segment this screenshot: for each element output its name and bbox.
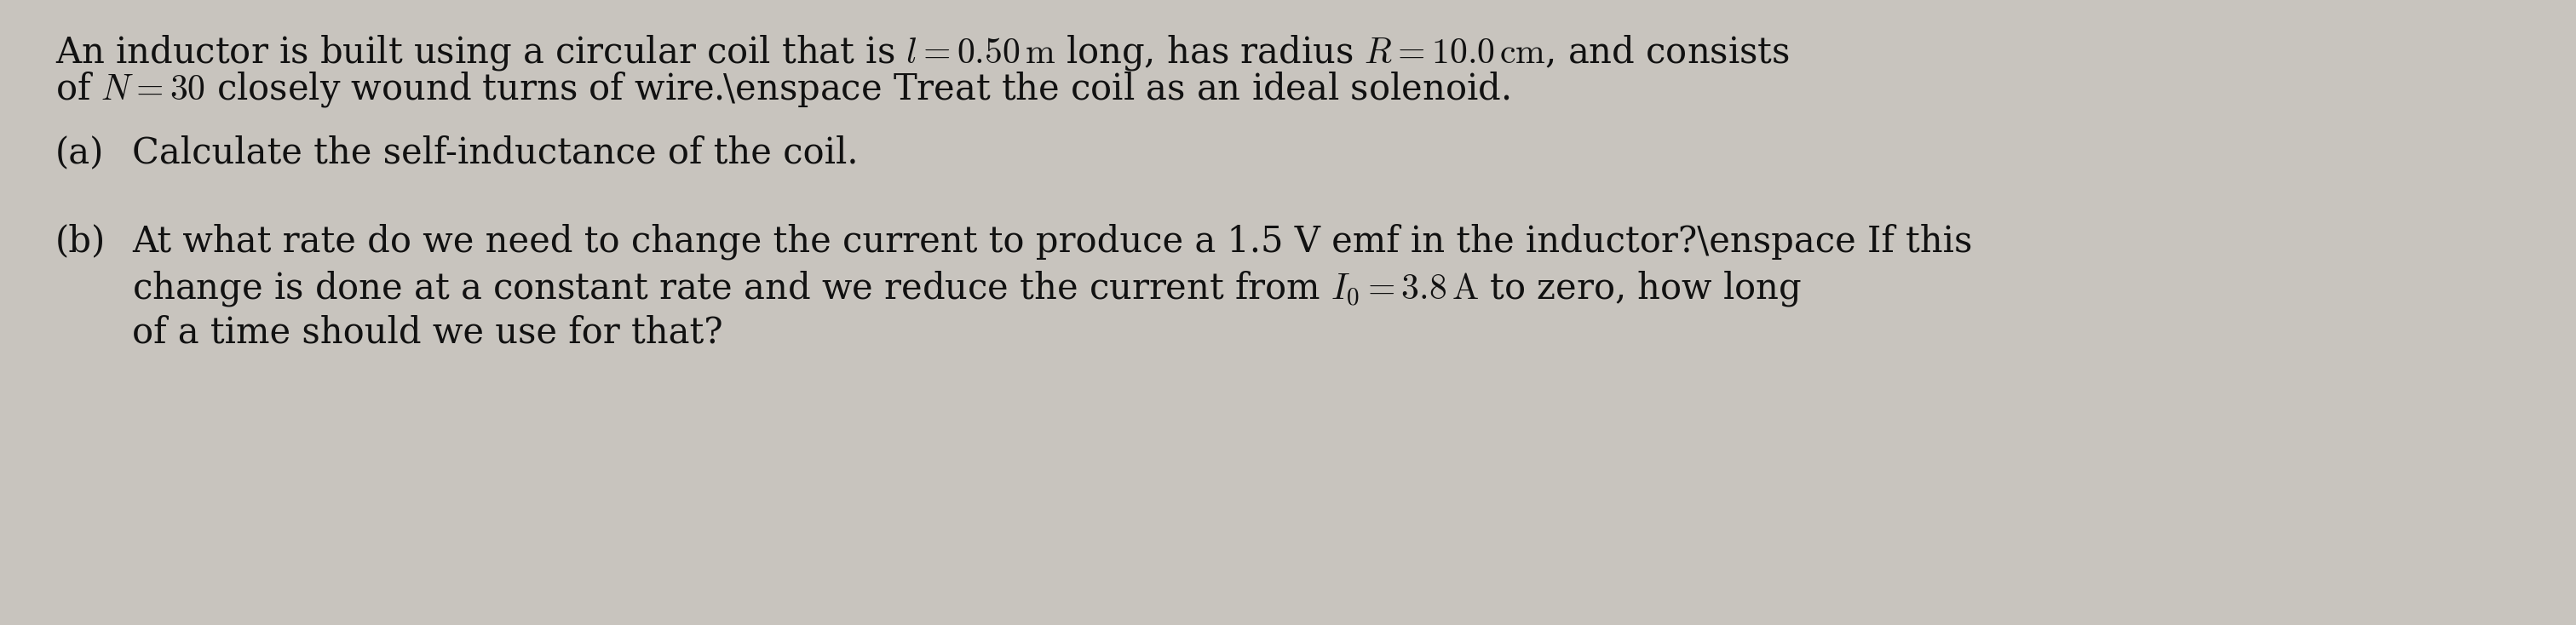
- Text: (b): (b): [54, 223, 106, 259]
- Text: of a time should we use for that?: of a time should we use for that?: [131, 315, 724, 351]
- Text: (a): (a): [54, 136, 103, 171]
- Text: change is done at a constant rate and we reduce the current from $I_0 = 3.8\,\ma: change is done at a constant rate and we…: [131, 269, 1801, 308]
- Text: Calculate the self-inductance of the coil.: Calculate the self-inductance of the coi…: [131, 136, 858, 171]
- Text: of $N = 30$ closely wound turns of wire.\enspace Treat the coil as an ideal sole: of $N = 30$ closely wound turns of wire.…: [54, 70, 1510, 109]
- Text: At what rate do we need to change the current to produce a 1.5 V emf in the indu: At what rate do we need to change the cu…: [131, 223, 1973, 259]
- Text: An inductor is built using a circular coil that is $l = 0.50\,\mathrm{m}$ long, : An inductor is built using a circular co…: [54, 33, 1790, 72]
